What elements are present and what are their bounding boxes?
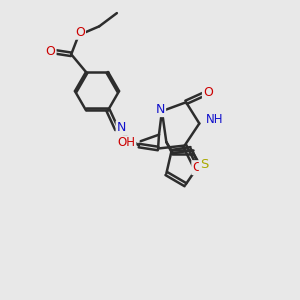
Text: O: O (203, 86, 213, 99)
Text: N: N (156, 103, 165, 116)
Text: H: H (126, 138, 134, 148)
Text: NH: NH (206, 113, 223, 127)
Text: S: S (200, 158, 208, 171)
Text: N: N (117, 122, 126, 134)
Text: OH: OH (117, 136, 135, 149)
Text: O: O (192, 161, 202, 174)
Text: O: O (46, 45, 56, 58)
Text: O: O (75, 26, 85, 39)
